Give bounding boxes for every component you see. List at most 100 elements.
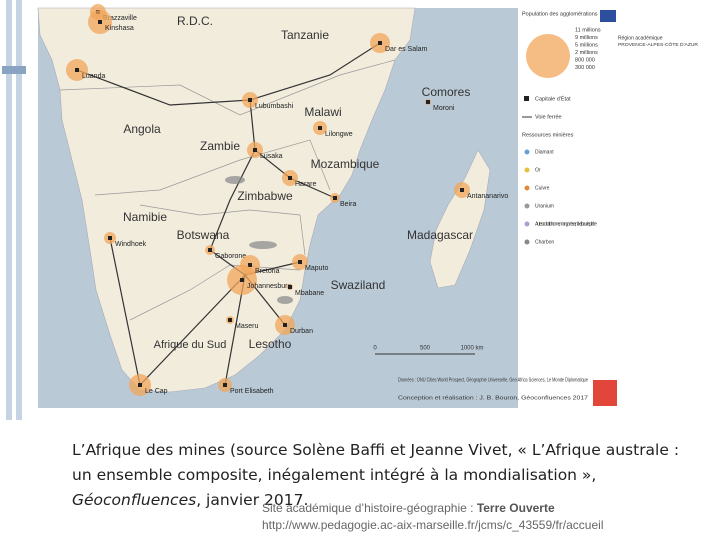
- legend-resource: Autres : cobalt, chrome, manganèse, nick…: [535, 221, 597, 227]
- country-label: Swaziland: [331, 278, 386, 292]
- country-label: Zimbabwe: [237, 189, 293, 203]
- city-label: Lusaka: [260, 153, 283, 160]
- border: [59, 59, 396, 116]
- legend-title: Population des agglomérations: [522, 11, 598, 17]
- country-label: Tanzanie: [281, 28, 329, 42]
- footer-site: Site académique d’histoire-géographie :: [262, 501, 477, 515]
- city-label: Luanda: [82, 73, 105, 80]
- city-label: Beira: [340, 201, 356, 208]
- legend-resource: Charbon: [535, 239, 554, 245]
- border: [129, 264, 301, 321]
- flag: [600, 10, 616, 22]
- legend-pop: 5 millions: [575, 42, 598, 48]
- city-marker: [253, 148, 257, 152]
- city-label: Windhoek: [115, 241, 147, 248]
- borders: [59, 59, 396, 321]
- city-label: Lubumbashi: [255, 103, 294, 110]
- city-marker: [240, 278, 244, 282]
- legend-capital: Capitale d'État: [535, 95, 571, 102]
- city-marker: [108, 236, 112, 240]
- legend-resource-icon: [524, 167, 530, 173]
- caption-italic: Géoconfluences: [72, 491, 197, 509]
- legend-resource: Uranium: [535, 203, 554, 209]
- city-marker: [333, 196, 337, 200]
- map-figure: Brazzaville Kinshasa Luanda Dar es Salam Mor…: [2, 0, 699, 420]
- legend-author: Conception et réalisation : J. B. Bouron…: [398, 395, 588, 401]
- city-label: Dar es Salam: [385, 46, 428, 53]
- legend-panel: [518, 8, 618, 408]
- country-label: R.D.C.: [177, 14, 213, 28]
- coal-field: [249, 241, 277, 249]
- city-label: Johannesburg: [247, 283, 291, 290]
- city-label: Port Elisabeth: [230, 388, 274, 395]
- decor-bar: [2, 66, 26, 74]
- city-marker: [426, 100, 430, 104]
- legend-resource: Or: [535, 167, 541, 173]
- footer-site-name: Terre Ouverte: [476, 501, 555, 515]
- land: [37, 7, 416, 393]
- city-marker: [75, 68, 79, 72]
- legend-railway: Voie ferrée: [535, 114, 562, 120]
- city-label: Maputo: [305, 265, 328, 272]
- footer: Site académique d’histoire-géographie : …: [262, 500, 603, 534]
- city-marker: [288, 176, 292, 180]
- country-label: Madagascar: [407, 228, 473, 242]
- city-marker: [298, 260, 302, 264]
- legend-resource-icon: [524, 203, 530, 209]
- legend-resource-icon: [524, 149, 530, 155]
- legend-capital-icon: [524, 96, 529, 101]
- border: [94, 139, 331, 196]
- city-marker: [283, 323, 287, 327]
- footer-url: http://www.pedagogie.ac-aix-marseille.fr…: [262, 518, 604, 532]
- city-label: Maseru: [235, 323, 258, 330]
- city-marker: [98, 20, 102, 24]
- logo-line1: Région académique: [618, 35, 663, 41]
- city-marker: [228, 318, 232, 322]
- city-label: Gaborone: [215, 253, 246, 260]
- logo-g: [593, 380, 617, 406]
- scale-label: 0: [373, 346, 377, 352]
- legend-resources-title: Ressources minières: [522, 132, 574, 138]
- scale-label: 500: [420, 346, 431, 352]
- city-marker: [378, 41, 382, 45]
- railway: [109, 237, 286, 386]
- caption-text: L’Afrique des mines (source Solène Baffi…: [72, 441, 680, 484]
- legend-resource: Cuivre: [535, 185, 550, 191]
- city-marker: [208, 248, 212, 252]
- city-label: Durban: [290, 328, 313, 335]
- scale-label: 1000 km: [460, 346, 483, 352]
- city-label: Antananarivo: [467, 193, 508, 200]
- legend-pop: 300 000: [575, 65, 595, 71]
- city-marker: [288, 285, 292, 289]
- country-label: Comores: [422, 85, 471, 99]
- country-label: Afrique du Sud: [154, 339, 227, 351]
- legend-pop: 9 millions: [575, 35, 598, 41]
- city-marker: [223, 383, 227, 387]
- caption-end: , janvier 2017.: [196, 491, 309, 509]
- country-label: Angola: [123, 122, 161, 136]
- legend-resource-icon: [524, 239, 530, 245]
- city-marker: [248, 98, 252, 102]
- city-label: Lilongwe: [325, 131, 353, 138]
- legend-pop: 2 millions: [575, 50, 598, 56]
- city-marker: [318, 126, 322, 130]
- country-label: Lesotho: [249, 337, 292, 351]
- city-label: Moroni: [433, 105, 455, 112]
- country-label: Zambie: [200, 139, 240, 153]
- decor-bar: [16, 0, 22, 420]
- city-label: Harare: [295, 181, 317, 188]
- coal-field: [225, 176, 245, 184]
- city-label: Kinshasa: [105, 25, 134, 32]
- legend-pop: 11 millions: [575, 27, 601, 33]
- legend-resource: Diamant: [535, 149, 554, 155]
- decor-bar: [6, 0, 12, 420]
- country-label: Malawi: [304, 105, 341, 119]
- legend-pop: 800 000: [575, 57, 595, 63]
- city-marker: [248, 263, 252, 267]
- land-madagascar: [429, 149, 491, 289]
- border: [139, 204, 306, 256]
- city-label: Le Cap: [145, 388, 168, 395]
- city-marker: [460, 188, 464, 192]
- coal-field: [277, 296, 293, 304]
